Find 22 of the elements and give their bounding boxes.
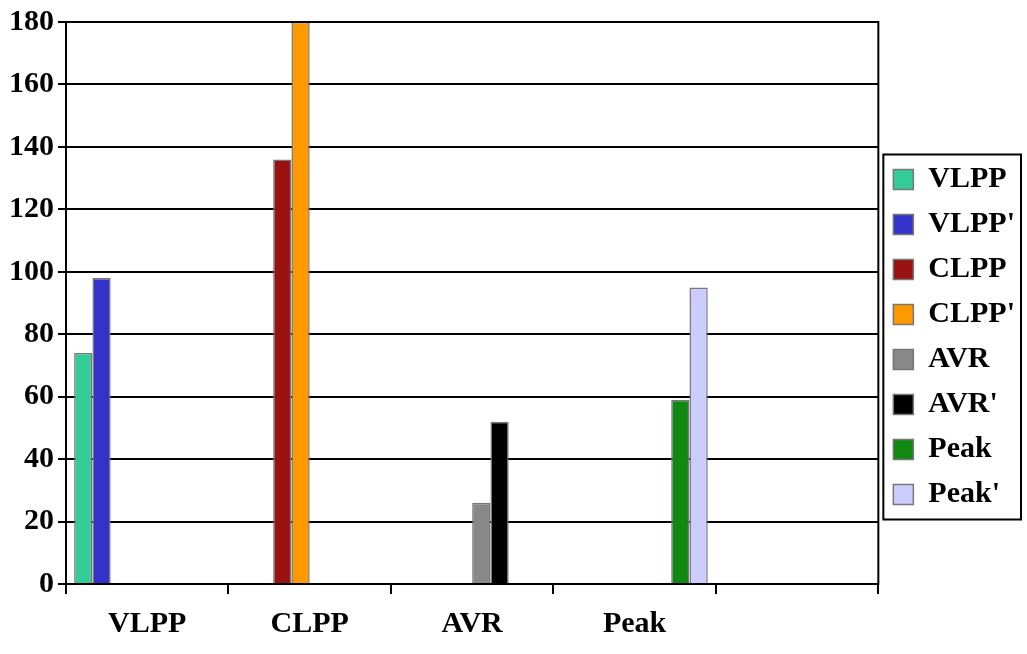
legend-label: Peak (928, 430, 992, 464)
x-tick-label: VLPP (108, 604, 187, 638)
legend-label: Peak' (928, 475, 1001, 509)
legend-label: VLPP' (928, 205, 1016, 239)
y-tick-label: 80 (24, 314, 54, 348)
y-tick-label: 140 (9, 127, 54, 161)
legend-label: AVR' (928, 385, 998, 419)
y-tick-label: 100 (9, 252, 54, 286)
x-tick-label: Peak (602, 604, 667, 638)
y-tick-label: 20 (24, 502, 54, 536)
y-tick-label: 0 (39, 564, 54, 598)
y-tick-label: 180 (9, 2, 54, 36)
y-tick-label: 120 (9, 190, 54, 224)
x-tick-label: AVR (441, 604, 504, 638)
y-tick-label: 40 (24, 439, 54, 473)
x-tick-label: CLPP (270, 604, 349, 638)
legend-label: VLPP (928, 160, 1007, 194)
legend-label: AVR (928, 340, 990, 374)
y-tick-label: 60 (24, 377, 54, 411)
legend-label: CLPP' (928, 295, 1016, 329)
legend-label: CLPP (928, 250, 1007, 284)
y-tick-label: 160 (9, 65, 54, 99)
